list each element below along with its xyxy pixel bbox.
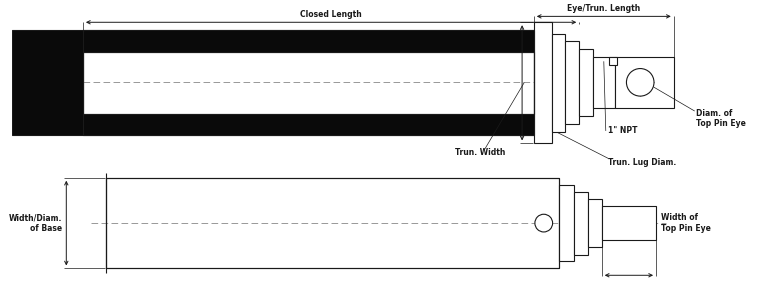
Bar: [615, 57, 674, 108]
Bar: [534, 22, 551, 143]
Text: Trun. Lug Diam.: Trun. Lug Diam.: [608, 158, 676, 167]
Bar: [12, 30, 83, 135]
Bar: [558, 185, 574, 262]
Bar: [580, 49, 593, 116]
Text: Width of
Top Pin Eye: Width of Top Pin Eye: [661, 213, 711, 233]
Text: Eye/Trun. Length: Eye/Trun. Length: [567, 4, 640, 13]
Text: 1" NPT: 1" NPT: [608, 126, 637, 135]
Text: Width/Diam.
of Base: Width/Diam. of Base: [9, 213, 62, 233]
Bar: [588, 199, 602, 247]
Bar: [83, 114, 534, 135]
Bar: [593, 57, 615, 108]
Bar: [83, 30, 534, 52]
Text: Closed Length: Closed Length: [300, 10, 362, 19]
Text: Diam. of
Top Pin Eye: Diam. of Top Pin Eye: [697, 109, 746, 128]
Bar: [105, 178, 558, 269]
Bar: [83, 30, 534, 135]
Circle shape: [535, 214, 553, 232]
Bar: [551, 34, 565, 132]
Bar: [83, 52, 534, 114]
Bar: [105, 178, 558, 269]
Bar: [602, 206, 656, 240]
Bar: [608, 57, 616, 65]
Text: Trun. Width: Trun. Width: [455, 148, 505, 157]
Circle shape: [626, 68, 654, 96]
Bar: [565, 41, 580, 124]
Bar: [83, 52, 534, 114]
Bar: [574, 192, 588, 255]
